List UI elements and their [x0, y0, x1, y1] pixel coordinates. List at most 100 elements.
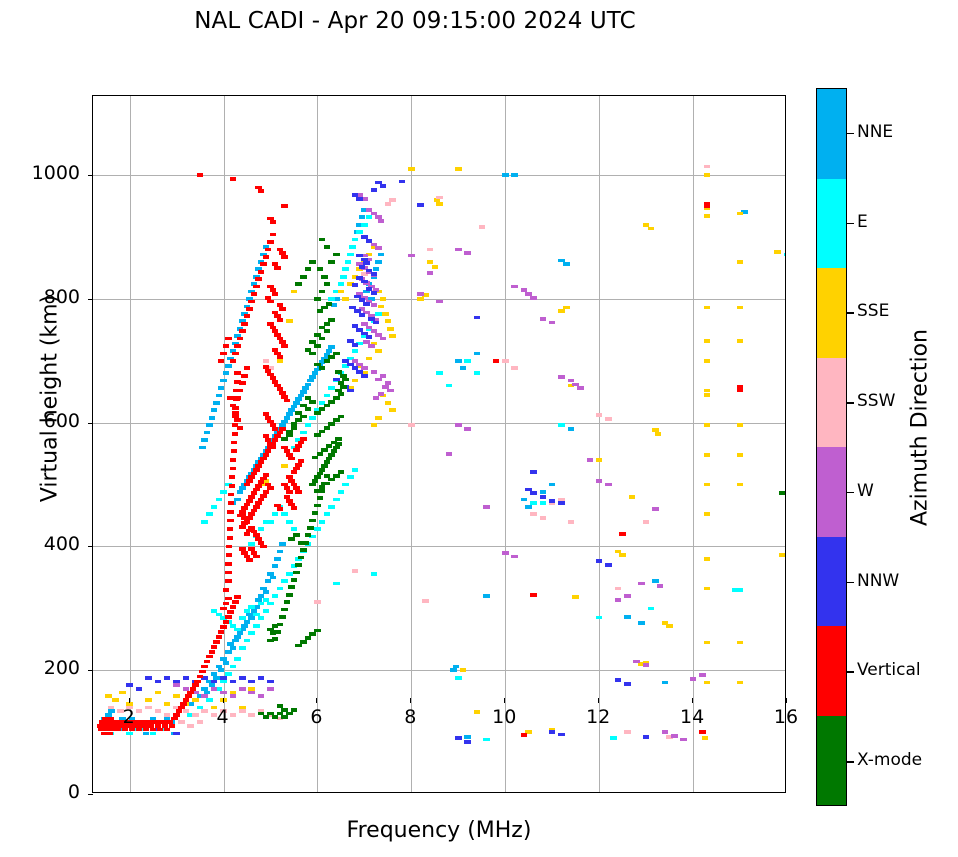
data-mark-vertical — [250, 508, 258, 513]
data-mark-sse — [431, 264, 439, 269]
colorbar-title: Azimuth Direction — [907, 328, 933, 527]
data-mark-e — [318, 401, 326, 405]
data-mark-nne — [285, 412, 293, 416]
data-mark-nne — [325, 349, 333, 353]
data-mark-w — [642, 663, 650, 668]
data-mark-nne — [250, 608, 258, 613]
data-mark-sse — [703, 557, 711, 561]
data-mark-e — [337, 282, 345, 286]
data-mark-vertical — [255, 464, 263, 468]
data-mark-w — [417, 292, 425, 296]
data-mark-e — [257, 616, 265, 621]
data-mark-w — [377, 392, 385, 397]
data-mark-nne — [297, 393, 305, 398]
data-mark-sse — [563, 305, 570, 310]
data-mark-nnw — [370, 272, 378, 277]
x-tick — [128, 698, 130, 703]
data-mark-sse — [703, 680, 711, 685]
data-mark-nne — [307, 378, 314, 383]
data-mark-vertical — [288, 456, 295, 461]
data-mark-x-mode — [281, 707, 288, 712]
data-mark-sse — [408, 167, 415, 171]
data-mark-nne — [105, 712, 112, 717]
data-mark-ssw — [267, 366, 274, 371]
data-mark-ssw — [154, 709, 162, 713]
data-mark-w — [382, 384, 389, 389]
data-mark-sse — [347, 386, 354, 390]
data-mark-x-mode — [323, 403, 331, 408]
data-mark-nne — [302, 386, 309, 390]
data-mark-nnw — [342, 358, 349, 363]
data-mark-w — [445, 451, 453, 456]
data-mark-nnw — [347, 339, 354, 343]
data-mark-ssw — [511, 366, 518, 371]
data-mark-vertical — [255, 277, 263, 281]
data-mark-x-mode — [295, 643, 302, 648]
data-mark-nne — [452, 664, 460, 669]
data-mark-w — [377, 219, 385, 223]
data-mark-vertical — [271, 292, 279, 296]
data-mark-e — [248, 631, 255, 635]
data-mark-nne — [363, 289, 371, 294]
data-mark-w — [356, 262, 363, 267]
data-mark-vertical — [234, 595, 241, 600]
data-mark-nnw — [163, 675, 171, 680]
data-mark-sse — [285, 319, 293, 324]
data-mark-e — [332, 497, 340, 502]
data-mark-e — [126, 731, 133, 736]
data-mark-e — [224, 672, 232, 676]
data-mark-nnw — [351, 283, 359, 288]
data-mark-sse — [426, 259, 434, 264]
data-mark-nne — [377, 252, 385, 257]
data-mark-nnw — [365, 238, 373, 243]
colorbar-segment-ssw — [817, 357, 846, 447]
colorbar — [816, 88, 847, 806]
data-mark-vertical — [260, 456, 267, 461]
data-mark-nne — [222, 660, 230, 665]
data-mark-nnw — [624, 681, 631, 686]
data-mark-sse — [647, 226, 655, 231]
data-mark-vertical — [246, 307, 253, 311]
page-title: NAL CADI - Apr 20 09:15:00 2024 UTC — [194, 8, 636, 34]
data-mark-sse — [703, 640, 711, 645]
data-mark-nne — [231, 638, 239, 643]
data-mark-nne — [210, 672, 218, 676]
data-mark-vertical — [243, 532, 251, 536]
data-mark-vertical — [123, 720, 131, 725]
data-mark-vertical — [217, 630, 225, 634]
data-mark-nnw — [558, 732, 565, 737]
data-mark-e — [229, 664, 237, 669]
data-mark-nne — [375, 259, 382, 264]
data-mark-nne — [511, 173, 518, 178]
data-mark-nnw — [605, 563, 612, 567]
data-mark-vertical — [173, 712, 180, 717]
data-mark-nne — [356, 222, 363, 227]
data-mark-sse — [703, 423, 711, 428]
data-mark-vertical — [264, 368, 272, 373]
data-mark-x-mode — [328, 318, 335, 322]
data-mark-vertical — [163, 727, 171, 732]
data-mark-nnw — [354, 309, 361, 314]
data-mark-vertical — [262, 453, 270, 457]
data-mark-vertical — [98, 727, 105, 732]
data-mark-x-mode — [332, 445, 340, 450]
data-mark-e — [276, 586, 284, 591]
data-mark-nne — [501, 173, 509, 178]
data-mark-e — [328, 386, 335, 390]
data-mark-e — [328, 505, 335, 509]
data-mark-nne — [290, 404, 298, 409]
data-mark-x-mode — [332, 474, 340, 478]
data-mark-w — [370, 370, 378, 374]
data-mark-x-mode — [314, 488, 321, 493]
data-mark-vertical — [276, 303, 284, 307]
data-mark-e — [290, 445, 298, 450]
data-mark-vertical — [264, 438, 272, 442]
data-mark-nne — [269, 575, 277, 580]
data-mark-x-mode — [290, 578, 298, 582]
data-mark-vertical — [257, 540, 265, 545]
data-mark-x-mode — [325, 302, 333, 306]
data-mark-x-mode — [337, 470, 345, 475]
data-mark-vertical — [285, 490, 293, 494]
data-mark-vertical — [227, 610, 234, 614]
data-mark-vertical — [232, 414, 240, 419]
